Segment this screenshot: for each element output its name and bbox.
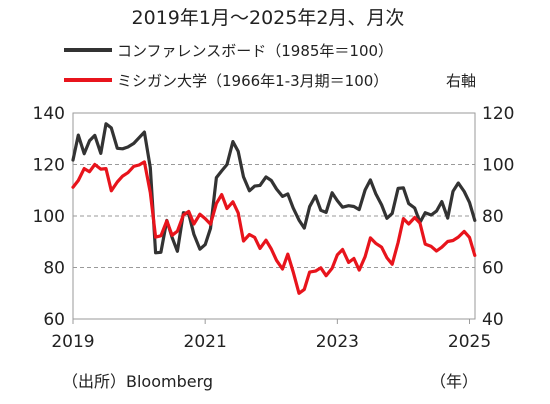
right-tick-label: 60 xyxy=(482,259,504,279)
source-note: （出所）Bloomberg xyxy=(62,372,213,391)
series-group xyxy=(71,122,477,295)
x-tick-label: 2023 xyxy=(316,332,359,352)
right-tick-label: 80 xyxy=(482,207,504,227)
left-tick-label: 120 xyxy=(33,156,65,176)
x-axis-unit-label: （年） xyxy=(430,372,478,391)
chart-title: 2019年1月～2025年2月、月次 xyxy=(132,7,405,29)
x-tick-label: 2019 xyxy=(51,332,94,352)
right-tick-label: 40 xyxy=(482,310,504,330)
legend-label: ミシガン大学（1966年1-3月期＝100） xyxy=(117,72,388,90)
left-tick-label: 80 xyxy=(43,259,65,279)
left-tick-label: 140 xyxy=(33,104,65,124)
series-line-1 xyxy=(71,160,477,295)
right-axis: 40 60 80 100 120 xyxy=(482,104,514,330)
x-tick-label: 2021 xyxy=(184,332,227,352)
x-axis: 2019 2021 2023 2025 xyxy=(51,319,491,352)
legend-label: コンファレンスボード（1985年＝100） xyxy=(117,42,393,60)
left-tick-label: 100 xyxy=(33,207,65,227)
left-tick-label: 60 xyxy=(43,310,65,330)
series-line-0 xyxy=(71,122,477,255)
legend: コンファレンスボード（1985年＝100） ミシガン大学（1966年1-3月期＝1… xyxy=(64,42,476,90)
right-tick-label: 100 xyxy=(482,156,514,176)
x-tick-label: 2025 xyxy=(448,332,491,352)
left-axis: 60 80 100 120 140 xyxy=(33,104,65,330)
right-tick-label: 120 xyxy=(482,104,514,124)
right-axis-note: 右軸 xyxy=(446,72,476,90)
